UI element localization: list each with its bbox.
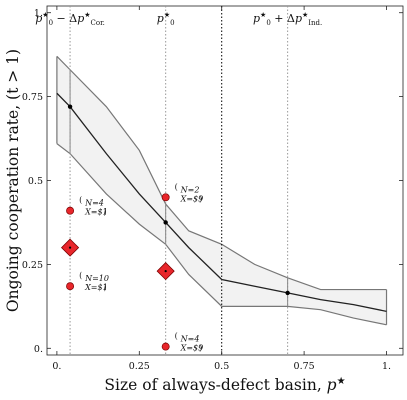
- observation-point-2: [161, 193, 170, 202]
- x-axis-title-sup: ★: [337, 376, 346, 387]
- model-line-layer: [56, 92, 387, 313]
- annotation-open-paren-1: (: [79, 271, 82, 280]
- annotation-close-paren-0: ): [103, 208, 106, 217]
- mean-center-dot-1: [164, 270, 167, 273]
- y-tick-label-1: 0.25: [22, 260, 43, 271]
- x-axis-title-text: Size of always-defect basin,: [104, 376, 326, 394]
- annotation-x-0: X=$1: [84, 208, 108, 217]
- mean-center-dot-0: [68, 246, 72, 249]
- observation-point-0: [66, 206, 75, 215]
- annotation-open-paren-0: (: [79, 196, 82, 205]
- y-tick-label-4: 1.: [34, 8, 43, 19]
- annotation-x-2: X=$9: [180, 194, 204, 203]
- annotation-open-paren-3: (: [175, 332, 178, 341]
- model-point-0: [67, 104, 73, 109]
- annotation-n-1: N=10: [84, 274, 109, 283]
- annotation-close-paren-2: ): [199, 194, 202, 203]
- annotation-close-paren-1: ): [103, 283, 106, 292]
- confidence-band: [56, 56, 387, 325]
- reference-lines-layer: p★0 − Δp★Cor. p★0 p★0 + Δp★Ind.: [35, 6, 322, 355]
- annotation-n-0: N=4: [84, 199, 104, 208]
- annotation-close-paren-3: ): [199, 344, 202, 353]
- model-point-2: [285, 290, 290, 296]
- reference-label-ind: p★0 + Δp★Ind.: [253, 11, 322, 27]
- y-tick-label-0: 0.: [34, 344, 43, 355]
- annotation-n-3: N=4: [180, 335, 200, 344]
- annotation-x-1: X=$1: [84, 283, 108, 292]
- annotation-x-3: X=$9: [180, 344, 204, 353]
- confidence-band-layer: [56, 55, 388, 326]
- x-tick-label-0: 0.: [52, 361, 61, 372]
- y-tick-label-2: 0.5: [28, 176, 43, 187]
- reference-label-p0: p★0: [157, 11, 175, 27]
- ticks-layer: 0. 0.25 0.5 0.75 1. 0. 0.25 0.5 0.75 1.: [22, 6, 403, 372]
- x-tick-label-2: 0.5: [214, 361, 229, 372]
- x-tick-label-4: 1.: [382, 361, 391, 372]
- x-axis-title-symbol: p: [327, 376, 337, 394]
- x-tick-label-1: 0.25: [129, 361, 150, 372]
- observation-point-1: [66, 282, 75, 291]
- annotation-n-2: N=2: [180, 185, 200, 194]
- x-axis-title: Size of always-defect basin, p★: [104, 376, 345, 394]
- data-points-layer: (N=4X=$1)(N=10X=$1)(N=2X=$9)(N=4X=$9): [61, 182, 204, 353]
- y-tick-label-3: 0.75: [22, 92, 43, 103]
- annotation-open-paren-2: (: [175, 182, 178, 191]
- reference-label-corr: p★0 − Δp★Cor.: [35, 11, 105, 27]
- confidence-band-upper: [56, 55, 387, 291]
- x-tick-label-3: 0.75: [294, 361, 315, 372]
- y-axis-title: Ongoing cooperation rate, (t > 1): [4, 49, 22, 312]
- observation-point-3: [161, 342, 170, 351]
- confidence-band-lower: [56, 143, 387, 326]
- model-point-1: [163, 220, 168, 225]
- model-line: [56, 92, 387, 313]
